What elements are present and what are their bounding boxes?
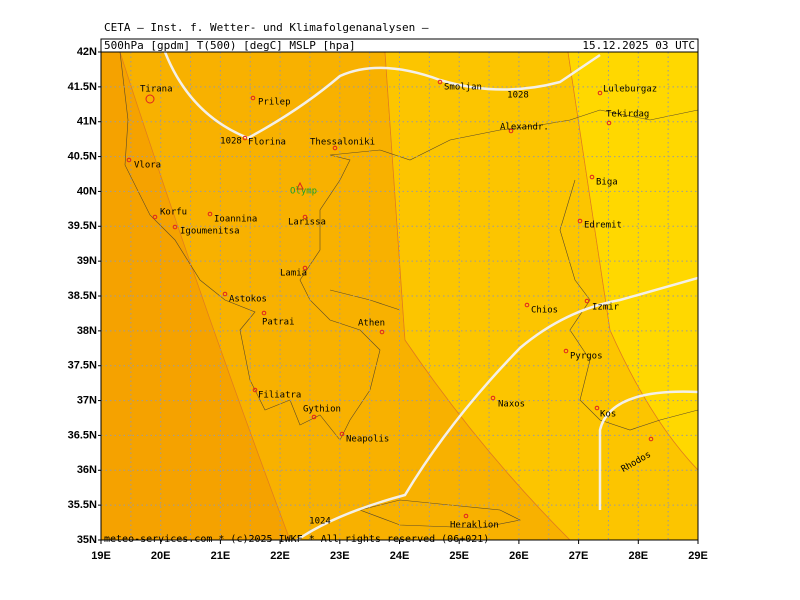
lon-label: 22E xyxy=(270,550,290,562)
city-marker xyxy=(463,513,469,519)
fields-label: 500hPa [gpdm] T(500) [degC] MSLP [hpa] xyxy=(104,39,356,52)
lat-label: 39N xyxy=(77,255,97,267)
city-label: Smoljan xyxy=(444,83,482,93)
lat-label: 40.5N xyxy=(68,150,97,162)
lon-label: 25E xyxy=(449,550,469,562)
lon-label: 21E xyxy=(211,550,231,562)
city-label: Florina xyxy=(248,138,286,148)
lat-label: 41N xyxy=(77,116,97,128)
city-marker xyxy=(577,218,583,224)
city-label: Tirana xyxy=(140,85,173,95)
city-marker xyxy=(332,145,338,151)
city-label: Ioannina xyxy=(214,215,257,225)
city-label: Astokos xyxy=(229,295,267,305)
city-label: Lamia xyxy=(280,269,307,279)
lat-label: 42N xyxy=(77,46,97,58)
city-marker xyxy=(242,135,248,141)
city-marker xyxy=(508,128,514,134)
lon-label: 24E xyxy=(390,550,410,562)
city-label: Edremit xyxy=(584,221,622,231)
places: Tirana Prilep Florina Thessaloniki Olymp Vlor… xyxy=(126,79,657,531)
city-label: Tekirdag xyxy=(606,110,649,120)
footer: meteo-services.com * (c)2025 IWKF * All … xyxy=(104,534,489,545)
city-marker xyxy=(207,211,213,217)
city-label: Vlora xyxy=(134,161,161,171)
lat-label: 38N xyxy=(77,325,97,337)
city-marker xyxy=(490,395,496,401)
city-label: Larissa xyxy=(288,218,326,228)
lat-label: 41.5N xyxy=(68,81,97,93)
lon-label: 23E xyxy=(330,550,350,562)
city-label: Kos xyxy=(600,410,616,420)
lat-label: 36N xyxy=(77,464,97,476)
isobar-label: 1028 xyxy=(220,137,242,147)
city-marker xyxy=(379,329,385,335)
city-label: Patrai xyxy=(262,318,295,328)
axes: 42N 41.5N 41N 40.5N 40N 39.5N 39N 38.5N 38N 37.5N… xyxy=(68,46,708,562)
city-marker xyxy=(563,348,569,354)
city-marker xyxy=(261,310,267,316)
lat-label: 35.5N xyxy=(68,499,97,511)
city-marker xyxy=(606,120,612,126)
city-label: Thessaloniki xyxy=(310,138,375,148)
org-title: CETA — Inst. f. Wetter- und Klimafolgena… xyxy=(104,21,429,34)
lon-label: 20E xyxy=(151,550,171,562)
lon-label: 19E xyxy=(91,550,111,562)
isobar-label: 1024 xyxy=(309,517,331,527)
city-label: Izmir xyxy=(592,303,620,313)
city-marker xyxy=(584,298,590,304)
city-label: Chios xyxy=(531,306,558,316)
lat-label: 38.5N xyxy=(68,290,97,302)
city-label: Athen xyxy=(358,319,385,329)
city-marker xyxy=(302,214,308,220)
city-marker xyxy=(145,94,155,104)
city-marker xyxy=(222,291,228,297)
time-label: 15.12.2025 03 UTC xyxy=(582,39,695,52)
lat-label: 40N xyxy=(77,185,97,197)
city-marker xyxy=(597,90,603,96)
lon-label: 27E xyxy=(569,550,589,562)
city-marker xyxy=(252,387,258,393)
city-label: Igoumenitsa xyxy=(180,227,240,237)
city-label: Prilep xyxy=(258,98,291,108)
lon-label: 28E xyxy=(629,550,649,562)
lat-label: 35N xyxy=(77,534,97,546)
isobars xyxy=(163,52,698,540)
city-label: Olymp xyxy=(290,187,317,197)
city-marker xyxy=(311,414,317,420)
lat-label: 39.5N xyxy=(68,220,97,232)
lat-label: 36.5N xyxy=(68,429,97,441)
city-label: Korfu xyxy=(160,208,187,218)
city-marker xyxy=(126,157,132,163)
lon-label: 29E xyxy=(688,550,708,562)
city-marker xyxy=(339,431,345,437)
lon-label: 26E xyxy=(509,550,529,562)
city-marker xyxy=(594,405,600,411)
city-marker xyxy=(648,436,654,442)
city-marker xyxy=(437,79,443,85)
city-marker xyxy=(524,302,530,308)
city-marker xyxy=(172,224,178,230)
city-marker xyxy=(589,174,595,180)
city-marker xyxy=(152,214,158,220)
city-label: Alexandr. xyxy=(500,123,549,133)
city-label: Biga xyxy=(596,178,618,188)
city-marker xyxy=(302,265,308,271)
city-label: Luleburgaz xyxy=(603,85,657,95)
city-label: Gythion xyxy=(303,405,341,415)
lat-label: 37N xyxy=(77,394,97,406)
city-label: Heraklion xyxy=(450,521,499,531)
city-label: Naxos xyxy=(498,400,525,410)
peak-marker xyxy=(296,181,304,190)
city-marker xyxy=(250,95,256,101)
city-label: Pyrgos xyxy=(570,352,603,362)
map-area: Tirana Prilep Florina Thessaloniki Olymp Vlor… xyxy=(101,52,698,540)
isobar-label: 1028 xyxy=(507,91,529,101)
grid xyxy=(101,52,698,540)
lat-label: 37.5N xyxy=(68,360,97,372)
city-label: Neapolis xyxy=(346,435,389,445)
city-label: Filiatra xyxy=(258,391,301,401)
